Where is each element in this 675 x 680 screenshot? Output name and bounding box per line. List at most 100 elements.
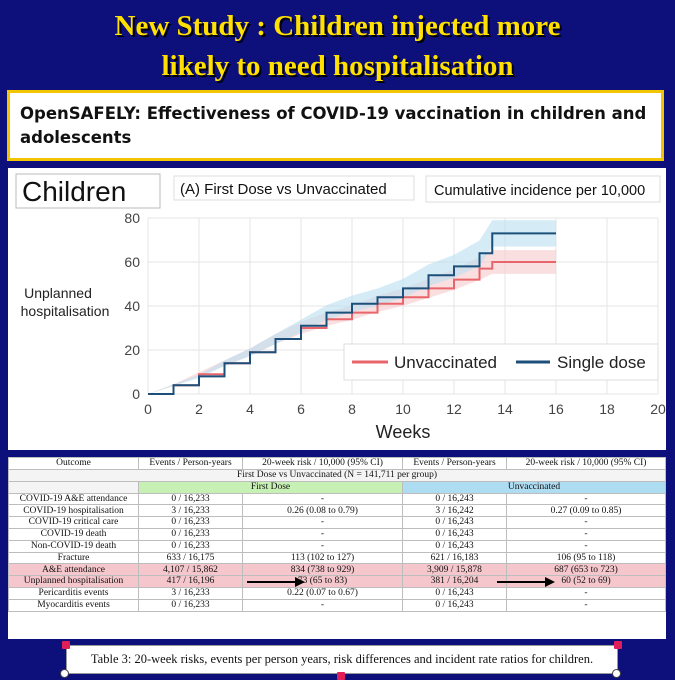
- table-row: Pericarditis events 3 / 16,233 0.22 (0.07 …: [8, 586, 666, 600]
- chart-panel: Children (A) First Dose vs Unvaccinated Cu…: [8, 168, 666, 450]
- table-group-row: First Dose vs Unvaccinated (N = 141,711 …: [8, 469, 666, 482]
- table-subgroup-row: First Dose Unvaccinated: [8, 480, 666, 494]
- x-tick-label: 6: [297, 401, 305, 417]
- cell-events-first: 3 / 16,233: [138, 586, 243, 600]
- table-row: Unplanned hospitalisation 417 / 16,196 73 …: [8, 575, 666, 588]
- group-unvaccinated: Unvaccinated: [402, 480, 666, 494]
- incidence-chart: Children (A) First Dose vs Unvaccinated Cu…: [15, 173, 666, 442]
- y-tick-label: 20: [124, 342, 140, 358]
- cell-outcome: Pericarditis events: [8, 586, 139, 600]
- headline-line-2: likely to need hospitalisation: [161, 50, 514, 82]
- selection-handle-icon[interactable]: [62, 641, 70, 649]
- cell-events-unvac: 0 / 16,243: [402, 539, 507, 553]
- table-row: COVID-19 A&E attendance 0 / 16,233-0 / 16…: [8, 492, 666, 506]
- chart-subtitle: (A) First Dose vs Unvaccinated: [180, 181, 387, 198]
- x-tick-label: 12: [446, 401, 462, 417]
- cell-events-unvac: 0 / 16,243: [402, 527, 507, 541]
- cell-events-unvac: 0 / 16,243: [402, 598, 507, 612]
- y-tick-label: 60: [124, 254, 140, 270]
- cell-risk-first: -: [242, 527, 403, 541]
- legend-box: [343, 343, 659, 381]
- cell-events-unvac: 3,909 / 15,878: [402, 563, 507, 577]
- cell-outcome: COVID-19 death: [8, 527, 139, 541]
- table-row: Fracture 633 / 16,175 113 (102 to 127) 621 …: [8, 551, 666, 565]
- x-axis-label: Weeks: [376, 422, 431, 442]
- cell-events-unvac: 3 / 16,242: [402, 504, 507, 518]
- x-tick-label: 0: [144, 401, 152, 417]
- rotate-handle-icon[interactable]: [60, 669, 69, 678]
- cell-events-first: 0 / 16,233: [138, 598, 243, 612]
- cell-risk-unvac: -: [506, 516, 666, 529]
- cell-events-unvac: 0 / 16,243: [402, 586, 507, 600]
- cell-outcome: Fracture: [8, 551, 139, 565]
- selection-handle-icon[interactable]: [337, 672, 345, 680]
- cell-outcome: COVID-19 A&E attendance: [8, 492, 139, 506]
- y-tick-label: 80: [124, 210, 140, 226]
- cell-risk-first: 0.22 (0.07 to 0.67): [242, 586, 403, 600]
- cell-risk-unvac: -: [506, 598, 666, 612]
- y-axis-label-1: Unplanned: [24, 285, 92, 301]
- table-row: A&E attendance 4,107 / 15,862 834 (738 to …: [8, 563, 666, 577]
- arrow-right-icon: [247, 577, 305, 588]
- headline-line-1: New Study : Children injected more: [114, 10, 561, 42]
- header-events-unvac: Events / Person-years: [402, 457, 507, 470]
- cell-risk-first: 73 (65 to 83): [242, 575, 403, 588]
- cell-risk-unvac: -: [506, 539, 666, 553]
- results-table-box: Outcome Events / Person-years 20-week ri…: [8, 457, 666, 639]
- table-row: COVID-19 death 0 / 16,233-0 / 16,243-: [8, 527, 666, 541]
- paper-title-line-1: OpenSAFELY: Effectiveness of COVID-19 va…: [20, 104, 647, 123]
- y-tick-label: 0: [132, 386, 140, 402]
- cell-events-first: 3 / 16,233: [138, 504, 243, 518]
- rotate-handle-icon[interactable]: [612, 669, 621, 678]
- cell-risk-first-text: 73 (65 to 83): [297, 576, 348, 587]
- panel-label-box: [15, 173, 161, 209]
- selection-handle-icon[interactable]: [614, 641, 622, 649]
- x-tick-label: 14: [497, 401, 513, 417]
- cell-risk-unvac: 687 (653 to 723): [506, 563, 666, 577]
- cell-events-first: 417 / 16,196: [138, 575, 243, 588]
- x-tick-label: 20: [650, 401, 666, 417]
- panel-label: Children: [22, 176, 126, 207]
- cell-risk-first: -: [242, 598, 403, 612]
- legend-label-unvaccinated: Unvaccinated: [394, 353, 497, 372]
- x-tick-label: 2: [195, 401, 203, 417]
- cell-risk-unvac: 106 (95 to 118): [506, 551, 666, 565]
- table-row: Myocarditis events 0 / 16,233-0 / 16,243-: [8, 598, 666, 612]
- group-title: First Dose vs Unvaccinated (N = 141,711 …: [8, 469, 666, 482]
- cell-outcome: A&E attendance: [8, 563, 139, 577]
- legend-label-single-dose: Single dose: [557, 353, 646, 372]
- cell-outcome: COVID-19 critical care: [8, 516, 139, 529]
- cell-events-unvac: 621 / 16,183: [402, 551, 507, 565]
- cell-risk-unvac: 0.27 (0.09 to 0.85): [506, 504, 666, 518]
- cell-events-first: 633 / 16,175: [138, 551, 243, 565]
- cell-events-unvac: 381 / 16,204: [402, 575, 507, 588]
- paper-title-line-2: adolescents: [20, 128, 132, 147]
- measure-box: [425, 175, 661, 203]
- header-events-first: Events / Person-years: [138, 457, 243, 470]
- cell-risk-first: -: [242, 516, 403, 529]
- table-caption: Table 3: 20-week risks, events per perso…: [66, 645, 618, 674]
- cell-risk-first: -: [242, 492, 403, 506]
- cell-outcome: COVID-19 hospitalisation: [8, 504, 139, 518]
- table-row: Non-COVID-19 death 0 / 16,233-0 / 16,243-: [8, 539, 666, 553]
- series-line-single-dose: [148, 232, 556, 395]
- header-risk-unvac: 20-week risk / 10,000 (95% CI): [506, 457, 666, 470]
- x-tick-label: 16: [548, 401, 564, 417]
- headline: New Study : Children injected more likel…: [0, 6, 675, 86]
- y-tick-label: 40: [124, 298, 140, 314]
- paper-title-box: OpenSAFELY: Effectiveness of COVID-19 va…: [7, 90, 664, 161]
- cell-outcome: Unplanned hospitalisation: [8, 575, 139, 588]
- table-row: COVID-19 hospitalisation 3 / 16,233 0.26 (…: [8, 504, 666, 518]
- chart-measure: Cumulative incidence per 10,000: [434, 183, 645, 199]
- group-first-dose: First Dose: [138, 480, 403, 494]
- cell-events-first: 0 / 16,233: [138, 539, 243, 553]
- subtitle-box: [173, 175, 415, 201]
- table-header-row: Outcome Events / Person-years 20-week ri…: [8, 457, 666, 470]
- x-tick-label: 4: [246, 401, 254, 417]
- cell-risk-first: 834 (738 to 929): [242, 563, 403, 577]
- cell-risk-unvac: -: [506, 527, 666, 541]
- cell-risk-unvac: -: [506, 586, 666, 600]
- cell-risk-unvac: 60 (52 to 69): [497, 575, 666, 588]
- cell-events-first: 0 / 16,233: [138, 516, 243, 529]
- cell-events-first: 4,107 / 15,862: [138, 563, 243, 577]
